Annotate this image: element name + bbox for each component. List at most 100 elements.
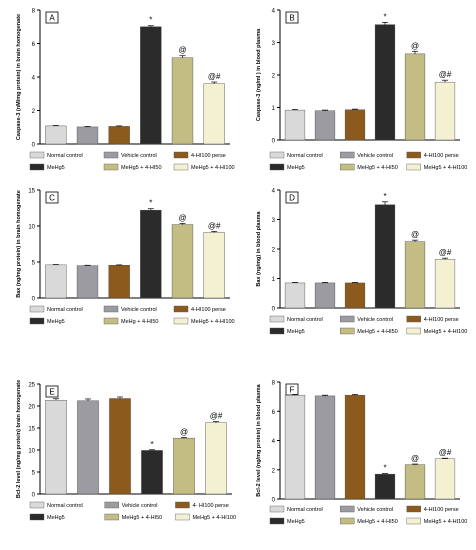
legend-swatch bbox=[175, 501, 190, 509]
bar-vehicle bbox=[77, 400, 99, 495]
legend-label: MeHg5 + 4-HI100 bbox=[191, 165, 235, 171]
legend-swatch bbox=[406, 517, 421, 525]
y-tick-label: 0 bbox=[32, 297, 36, 303]
chart-panel-a: 0 2 4 6 8 Caspase-3 (nM/mg protein) in brain … bbox=[16, 9, 235, 172]
y-tick-label: 15 bbox=[28, 427, 35, 433]
y-tick-label: 6 bbox=[272, 410, 276, 416]
chart-panel-d: 0 1 2 3 4 Bax (ng/mg) in blood plasma D * @ @# Nor… bbox=[256, 189, 467, 336]
legend-swatch bbox=[103, 317, 119, 325]
legend-swatch bbox=[340, 505, 355, 513]
bar-perse bbox=[109, 398, 131, 495]
y-tick-label: 3 bbox=[272, 218, 276, 224]
bar-vehicle bbox=[314, 395, 336, 500]
legend-swatch bbox=[173, 163, 189, 171]
legend-swatch bbox=[340, 517, 355, 525]
legend-swatch bbox=[269, 163, 285, 171]
y-tick-label: 1 bbox=[272, 106, 276, 112]
bar-vehicle bbox=[76, 265, 99, 299]
bar-hi50 bbox=[404, 241, 426, 309]
legend-label: MeHg5 + 4-HI100 bbox=[424, 165, 468, 171]
bar-hi100 bbox=[434, 259, 456, 309]
legend-swatch bbox=[340, 315, 355, 323]
y-axis-label: Caspase-3 (ng/ml ) in blood plasma bbox=[256, 28, 262, 121]
bar-hi100 bbox=[203, 83, 225, 145]
significance-label: @ bbox=[180, 427, 188, 436]
y-axis-label: Bax (ng/mg protein) in brain homogenate bbox=[16, 190, 22, 298]
legend-label: 4-HI100 perse bbox=[424, 317, 459, 323]
y-axis-label: Bcl-2 level (ng/mg protein) in blood pla… bbox=[256, 383, 262, 496]
bar-hi50 bbox=[173, 437, 195, 495]
bar-hi50 bbox=[171, 224, 194, 299]
legend-label: Normal control bbox=[287, 153, 323, 159]
legend-label: MeHg5 bbox=[287, 519, 305, 525]
legend-swatch bbox=[29, 513, 45, 521]
legend-swatch bbox=[173, 305, 189, 313]
y-tick-label: 2 bbox=[272, 468, 276, 474]
legend-swatch bbox=[340, 163, 355, 171]
legend-label: Normal control bbox=[47, 153, 83, 159]
significance-label: * bbox=[149, 16, 152, 25]
legend-label: MeHg5 + 4-HI50 bbox=[357, 329, 398, 335]
legend-label: 4-HI100 perse bbox=[424, 153, 459, 159]
legend-label: 4-HI100 perse bbox=[424, 507, 459, 513]
significance-label: @ bbox=[178, 46, 186, 55]
significance-label: @# bbox=[208, 72, 221, 81]
legend-label: MeHg5 bbox=[47, 515, 65, 521]
legend-swatch bbox=[103, 305, 119, 313]
legend-swatch bbox=[29, 501, 45, 509]
legend-swatch bbox=[269, 151, 285, 159]
legend-label: Vehicle control bbox=[357, 317, 393, 323]
legend-swatch bbox=[340, 151, 355, 159]
significance-label: * bbox=[383, 464, 386, 473]
y-tick-label: 15 bbox=[28, 189, 35, 195]
significance-label: * bbox=[383, 192, 386, 201]
y-tick-label: 6 bbox=[32, 42, 36, 48]
legend-label: MeHg5 + 4-HI50 bbox=[122, 515, 163, 521]
legend-swatch bbox=[104, 501, 119, 509]
legend-label: MeHg + 4-HI50 bbox=[121, 319, 158, 325]
panel-letter: E bbox=[49, 388, 54, 397]
significance-label: * bbox=[383, 12, 386, 21]
legend-swatch bbox=[406, 505, 421, 513]
legend-label: MeHg5 + 4-HI100 bbox=[192, 515, 236, 521]
significance-label: * bbox=[149, 199, 152, 208]
legend-label: Normal control bbox=[287, 507, 323, 513]
panel-letter: A bbox=[49, 14, 55, 23]
legend-swatch bbox=[29, 163, 45, 171]
bar-perse bbox=[108, 265, 130, 299]
chart-panel-c: 0 5 10 15 Bax (ng/mg protein) in brain homog… bbox=[16, 189, 235, 326]
y-axis-label: Bcl-2 level (ng/mg protein) brain homoge… bbox=[16, 380, 22, 498]
y-tick-label: 2 bbox=[32, 109, 36, 115]
bar-hi50 bbox=[404, 464, 426, 500]
bar-mehg bbox=[374, 204, 396, 309]
legend-label: MeHg5 + 4-HI100 bbox=[191, 319, 235, 325]
significance-label: @ bbox=[411, 230, 419, 239]
panel-letter: F bbox=[290, 386, 295, 395]
panel-letter: C bbox=[49, 194, 55, 203]
legend-swatch bbox=[269, 315, 285, 323]
y-tick-label: 0 bbox=[272, 307, 276, 313]
y-tick-label: 4 bbox=[272, 189, 276, 195]
y-tick-label: 8 bbox=[272, 381, 276, 387]
legend-label: MeHg5 bbox=[47, 319, 65, 325]
legend-label: MeHg5 + 4-HI50 bbox=[357, 519, 398, 525]
bar-normal bbox=[284, 109, 306, 141]
legend-swatch bbox=[104, 513, 119, 521]
legend-swatch bbox=[29, 317, 45, 325]
y-tick-label: 4 bbox=[272, 9, 276, 15]
significance-label: @# bbox=[210, 412, 223, 421]
bar-normal bbox=[45, 264, 67, 299]
legend-label: Vehicle control bbox=[357, 507, 393, 513]
bar-normal bbox=[45, 400, 67, 495]
y-tick-label: 0 bbox=[272, 498, 276, 504]
legend-label: MeHg5 + 4-HI50 bbox=[121, 165, 162, 171]
legend-label: MeHg5 bbox=[287, 165, 305, 171]
y-tick-label: 2 bbox=[272, 248, 276, 254]
legend-label: 4-HI100 perse bbox=[191, 307, 226, 313]
legend-label: MeHg5 + 4-HI100 bbox=[424, 519, 468, 525]
bar-hi100 bbox=[205, 422, 227, 495]
bar-normal bbox=[284, 394, 306, 500]
y-tick-label: 0 bbox=[272, 139, 276, 145]
legend-label: 4- HI100 perse bbox=[192, 503, 228, 509]
